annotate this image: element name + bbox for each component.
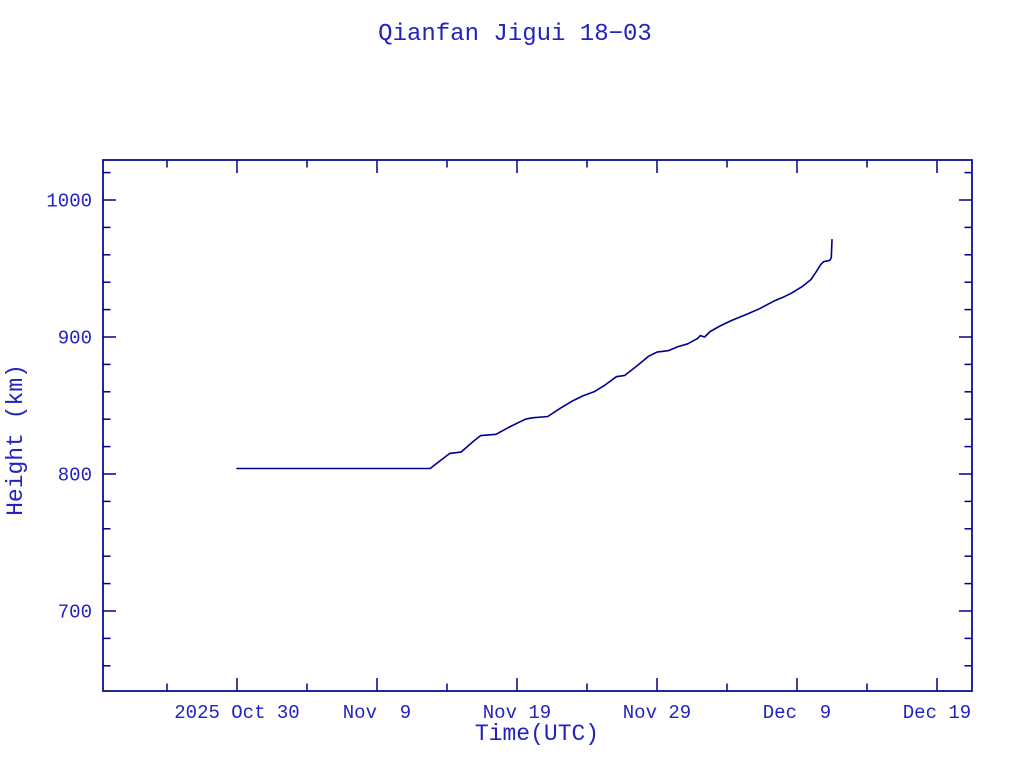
x-tick-label: Nov 29 xyxy=(623,702,691,724)
x-tick-label: Nov 19 xyxy=(483,702,551,724)
x-tick-label: 2025 Oct 30 xyxy=(174,702,299,724)
y-tick-label: 1000 xyxy=(46,191,92,213)
x-tick-label: Dec 9 xyxy=(763,702,831,724)
chart-title: Qianfan Jigui 18−03 xyxy=(378,21,652,48)
y-tick-label: 700 xyxy=(58,601,92,623)
plot-area: 2025 Oct 30 Nov 9 Nov 19 Nov 29 Dec 9 Dec 19 7… xyxy=(46,159,973,724)
x-tick-label: Nov 9 xyxy=(343,702,411,724)
y-tick-label: 800 xyxy=(58,464,92,486)
y-tick-label: 900 xyxy=(58,328,92,350)
x-axis-title: Time(UTC) xyxy=(475,721,599,747)
orbital-height-line xyxy=(236,238,833,470)
plot-frame xyxy=(102,159,973,692)
x-tick-label: Dec 19 xyxy=(903,702,971,724)
y-axis-title: Height (km) xyxy=(3,364,29,516)
